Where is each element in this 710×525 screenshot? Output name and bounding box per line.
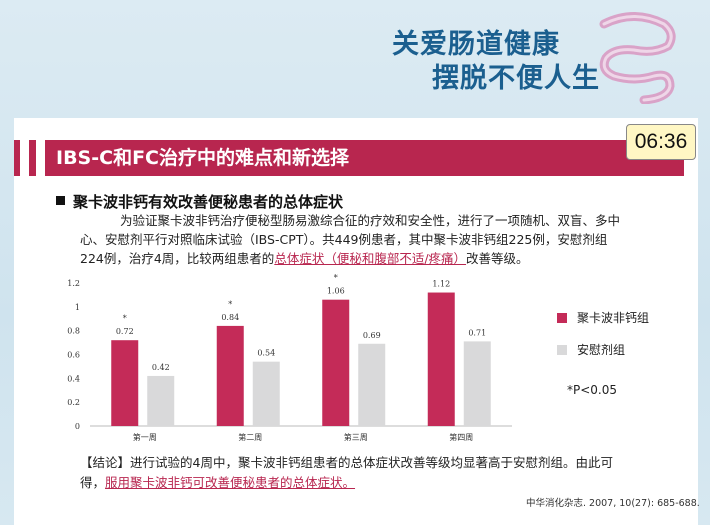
y-tick-label: 0 — [75, 422, 80, 431]
conclusion-highlight: 服用聚卡波非钙可改善便秘患者的总体症状。 — [105, 475, 356, 490]
legend-label: 聚卡波非钙组 — [577, 311, 650, 325]
conclusion-line: 得，服用聚卡波非钙可改善便秘患者的总体症状。 — [80, 473, 670, 493]
intro-line: 224例，治疗4周，比较两组患者的总体症状（便秘和腹部不适/疼痛）改善等级。 — [80, 249, 644, 268]
intestine-icon — [599, 12, 676, 104]
reference-citation: 中华消化杂志. 2007, 10(27): 685-688. — [526, 498, 700, 509]
x-tick-label: 第二周 — [238, 432, 262, 442]
overall-symptom-link: 总体症状（便秘和腹部不适/疼痛） — [274, 251, 467, 266]
significance-mark: * — [334, 274, 338, 283]
significance-footnote: *P<0.05 — [567, 383, 618, 397]
bar-placebo — [147, 375, 175, 426]
legend-swatch — [557, 312, 567, 323]
data-label: 1.12 — [432, 280, 450, 289]
conclusion-text: 得， — [80, 475, 106, 490]
bar-treatment — [111, 340, 139, 426]
chart-legend: 聚卡波非钙组 安慰剂组 — [557, 309, 649, 373]
conclusion-paragraph: 【结论】进行试验的4周中，聚卡波非钙组患者的总体症状改善等级均显著高于安慰剂组。… — [80, 453, 670, 493]
intro-text: 224例，治疗4周，比较两组患者的 — [80, 251, 275, 266]
x-tick-label: 第一周 — [133, 432, 157, 442]
conclusion-line: 【结论】进行试验的4周中，聚卡波非钙组患者的总体症状改善等级均显著高于安慰剂组。… — [80, 455, 613, 470]
data-label: 0.42 — [152, 363, 170, 372]
brand-slogan-line2: 摆脱不便人生 — [432, 63, 600, 94]
weekly-bar-chart: 0 0.2 0.4 0.6 0.8 1 1.2 第一周 0.72 * 0.42 第二周 0.84 * 0.5… — [67, 273, 512, 442]
significance-mark: * — [123, 314, 127, 323]
data-label: 1.06 — [327, 287, 345, 296]
significance-mark: * — [439, 273, 443, 276]
significance-mark: * — [228, 300, 232, 309]
bar-treatment — [216, 325, 244, 426]
bullet-square-icon — [56, 196, 65, 205]
data-label: 0.72 — [116, 327, 134, 336]
y-tick-label: 1 — [75, 303, 80, 312]
data-label: 0.84 — [221, 313, 239, 322]
intro-text: 改善等级。 — [466, 251, 529, 266]
slide-panel: IBS-C和FC治疗中的难点和新选择 06:36 聚卡波非钙有效改善便秘患者的总… — [14, 118, 700, 525]
subheading: 聚卡波非钙有效改善便秘患者的总体症状 — [56, 191, 343, 212]
intro-line: 心、安慰剂平行对照临床试验（IBS-CPT）。共449例患者，其中聚卡波非钙组2… — [80, 232, 608, 247]
legend-swatch — [557, 344, 567, 355]
data-label: 0.69 — [363, 331, 381, 340]
bar-treatment — [322, 299, 350, 426]
y-tick-label: 0.6 — [67, 351, 80, 360]
subheading-text: 聚卡波非钙有效改善便秘患者的总体症状 — [73, 193, 344, 211]
data-label: 0.71 — [468, 328, 486, 337]
title-bar: IBS-C和FC治疗中的难点和新选择 — [14, 140, 684, 176]
y-tick-label: 0.8 — [67, 327, 80, 336]
y-tick-label: 1.2 — [67, 279, 80, 288]
bar-placebo — [252, 361, 280, 426]
slide-title: IBS-C和FC治疗中的难点和新选择 — [56, 147, 349, 169]
title-stripes — [14, 140, 58, 176]
x-tick-label: 第四周 — [449, 432, 473, 442]
brand-slogan-line1: 关爱肠道健康 — [392, 29, 560, 60]
header-banner: 关爱肠道健康 摆脱不便人生 — [0, 0, 710, 112]
legend-item: 安慰剂组 — [557, 341, 649, 361]
y-tick-label: 0.4 — [67, 374, 80, 383]
bar-treatment — [427, 292, 455, 426]
data-label: 0.54 — [257, 349, 275, 358]
bar-placebo — [358, 343, 386, 426]
legend-label: 安慰剂组 — [577, 343, 626, 357]
y-tick-label: 0.2 — [67, 398, 80, 407]
timer-badge: 06:36 — [626, 124, 696, 160]
x-tick-label: 第三周 — [344, 432, 368, 442]
intro-paragraph: 为验证聚卡波非钙治疗便秘型肠易激综合征的疗效和安全性，进行了一项随机、双盲、多中… — [80, 211, 644, 268]
intro-line: 为验证聚卡波非钙治疗便秘型肠易激综合征的疗效和安全性，进行了一项随机、双盲、多中 — [120, 213, 621, 228]
legend-item: 聚卡波非钙组 — [557, 309, 649, 329]
bar-placebo — [463, 341, 491, 426]
